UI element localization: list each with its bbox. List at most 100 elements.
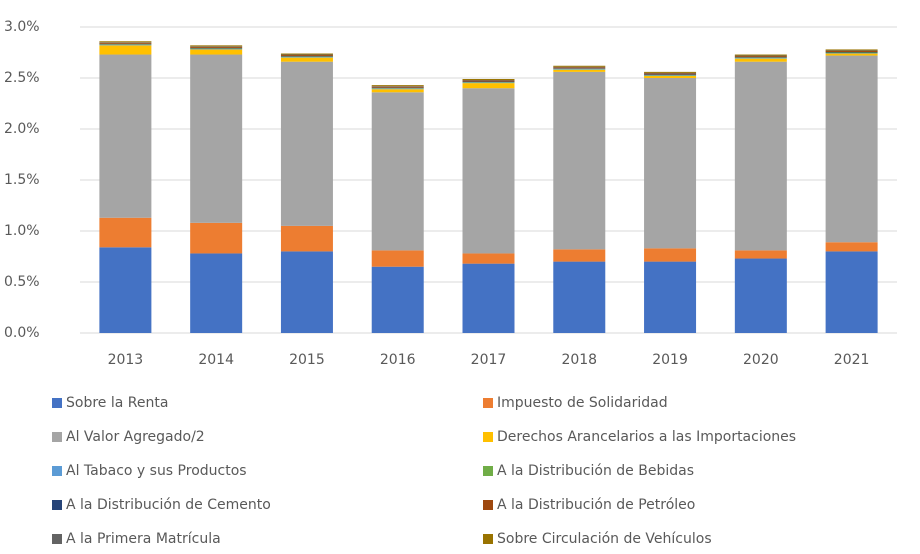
bar-segment (99, 247, 152, 333)
bar-segment (734, 61, 787, 251)
bar-segment (462, 82, 515, 83)
y-tick-label: 0.5% (4, 274, 40, 290)
x-tick-label: 2019 (652, 352, 688, 368)
legend-swatch (483, 500, 493, 510)
x-tick-label: 2021 (834, 352, 870, 368)
bar-segment (825, 242, 878, 252)
bar-segment (553, 261, 606, 333)
y-tick-label: 1.0% (4, 223, 40, 239)
bar-segment (99, 42, 152, 44)
y-tick-label: 1.5% (4, 172, 40, 188)
bar-segment (644, 75, 697, 76)
legend-swatch (52, 534, 62, 544)
x-tick-label: 2020 (743, 352, 779, 368)
legend-swatch (52, 466, 62, 476)
bar-segment (734, 258, 787, 333)
bar-segment (462, 253, 515, 264)
legend-label: A la Distribución de Bebidas (497, 463, 694, 479)
legend-label: Al Valor Agregado/2 (66, 429, 205, 445)
bar-segment (734, 58, 787, 59)
bar-segment (734, 57, 787, 59)
bar-segment (553, 67, 606, 69)
bar-segment (371, 266, 424, 333)
bar-segment (462, 80, 515, 82)
legend-label: Al Tabaco y sus Productos (66, 463, 247, 479)
bar-segment (190, 48, 243, 50)
bar-segment (825, 51, 878, 53)
legend-swatch (52, 500, 62, 510)
bar-segment (462, 81, 515, 83)
bar-segment (99, 45, 152, 55)
bar-segment (825, 52, 878, 54)
bar-segment (371, 250, 424, 267)
x-tick-label: 2015 (289, 352, 325, 368)
y-tick-label: 3.0% (4, 19, 40, 35)
bar-segment (371, 85, 424, 87)
bar-segment (190, 253, 243, 333)
bar-segment (825, 251, 878, 333)
x-tick-label: 2017 (471, 352, 507, 368)
bar-segment (190, 45, 243, 47)
bar-segment (462, 79, 515, 81)
legend-swatch (483, 398, 493, 408)
bar-segment (462, 82, 515, 84)
bar-segment (280, 55, 333, 57)
bar-segment (553, 65, 606, 67)
bar-segment (280, 57, 333, 62)
bar-segment (280, 225, 333, 252)
legend-swatch (483, 534, 493, 544)
bar-segment (734, 57, 787, 58)
bar-segment (371, 86, 424, 88)
bar-segment (553, 68, 606, 69)
x-tick-label: 2018 (561, 352, 597, 368)
bar-segment (280, 57, 333, 58)
bar-segment (644, 75, 697, 78)
bar-segment (99, 44, 152, 46)
bar-segment (371, 86, 424, 87)
bar-segment (825, 53, 878, 56)
bar-segment (190, 222, 243, 254)
y-tick-label: 2.0% (4, 121, 40, 137)
legend-swatch (52, 398, 62, 408)
bar-segment (734, 56, 787, 58)
bar-segment (553, 69, 606, 72)
bar-segment (190, 46, 243, 47)
legend-label: Sobre Circulación de Vehículos (497, 531, 712, 547)
bar-segment (644, 72, 697, 74)
bar-segment (734, 55, 787, 57)
legend-label: A la Distribución de Cemento (66, 497, 271, 513)
bar-segment (825, 53, 878, 54)
bar-segment (190, 49, 243, 55)
y-tick-label: 0.0% (4, 325, 40, 341)
bar-segment (553, 69, 606, 70)
bar-segment (371, 92, 424, 251)
bar-segment (99, 41, 152, 43)
legend-label: A la Distribución de Petróleo (497, 497, 695, 513)
bar-segment (371, 88, 424, 90)
bar-segment (280, 53, 333, 55)
bar-segment (734, 250, 787, 259)
bar-segment (280, 56, 333, 57)
bar-segment (190, 54, 243, 223)
bar-segment (644, 73, 697, 75)
bar-segment (644, 248, 697, 262)
bar-segment (99, 43, 152, 45)
bar-segment (280, 61, 333, 226)
bar-segment (190, 46, 243, 48)
bar-segment (371, 89, 424, 93)
bar-segment (825, 55, 878, 243)
bar-segment (644, 71, 697, 73)
legend-swatch (483, 466, 493, 476)
bar-segment (644, 78, 697, 249)
bar-segment (190, 47, 243, 49)
bar-segment (825, 50, 878, 52)
bar-segment (462, 80, 515, 81)
bar-segment (644, 74, 697, 76)
bar-segment (644, 74, 697, 75)
bar-segment (734, 58, 787, 62)
bar-segment (553, 71, 606, 250)
legend-label: Impuesto de Solidaridad (497, 395, 668, 411)
bar-segment (462, 83, 515, 89)
bar-segment (280, 251, 333, 333)
